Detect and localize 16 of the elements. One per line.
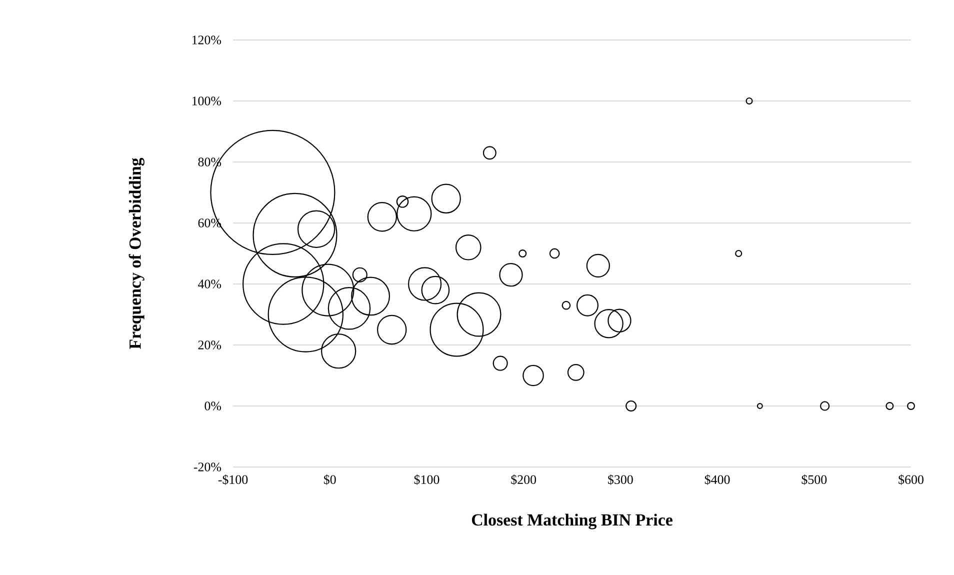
x-tick-label: $500: [802, 474, 827, 485]
y-tick-label: 100%: [192, 96, 222, 106]
x-tick-label: $0: [324, 474, 336, 485]
x-tick-label: -$100: [218, 474, 248, 485]
x-tick-label: $200: [511, 474, 536, 485]
y-tick-label: 40%: [198, 280, 222, 288]
y-tick-label: 20%: [198, 340, 222, 350]
y-tick-label: -20%: [194, 462, 222, 472]
y-tick-label: 120%: [192, 36, 222, 44]
y-axis-title: Frequency of Overbidding: [128, 158, 144, 350]
x-tick-label: $300: [608, 474, 633, 485]
y-tick-label: 0%: [204, 402, 222, 410]
x-axis-title: Closest Matching BIN Price: [472, 514, 672, 530]
x-tick-label: $400: [704, 474, 730, 485]
x-tick-label: $600: [898, 474, 924, 485]
x-tick-label: $100: [414, 474, 440, 485]
